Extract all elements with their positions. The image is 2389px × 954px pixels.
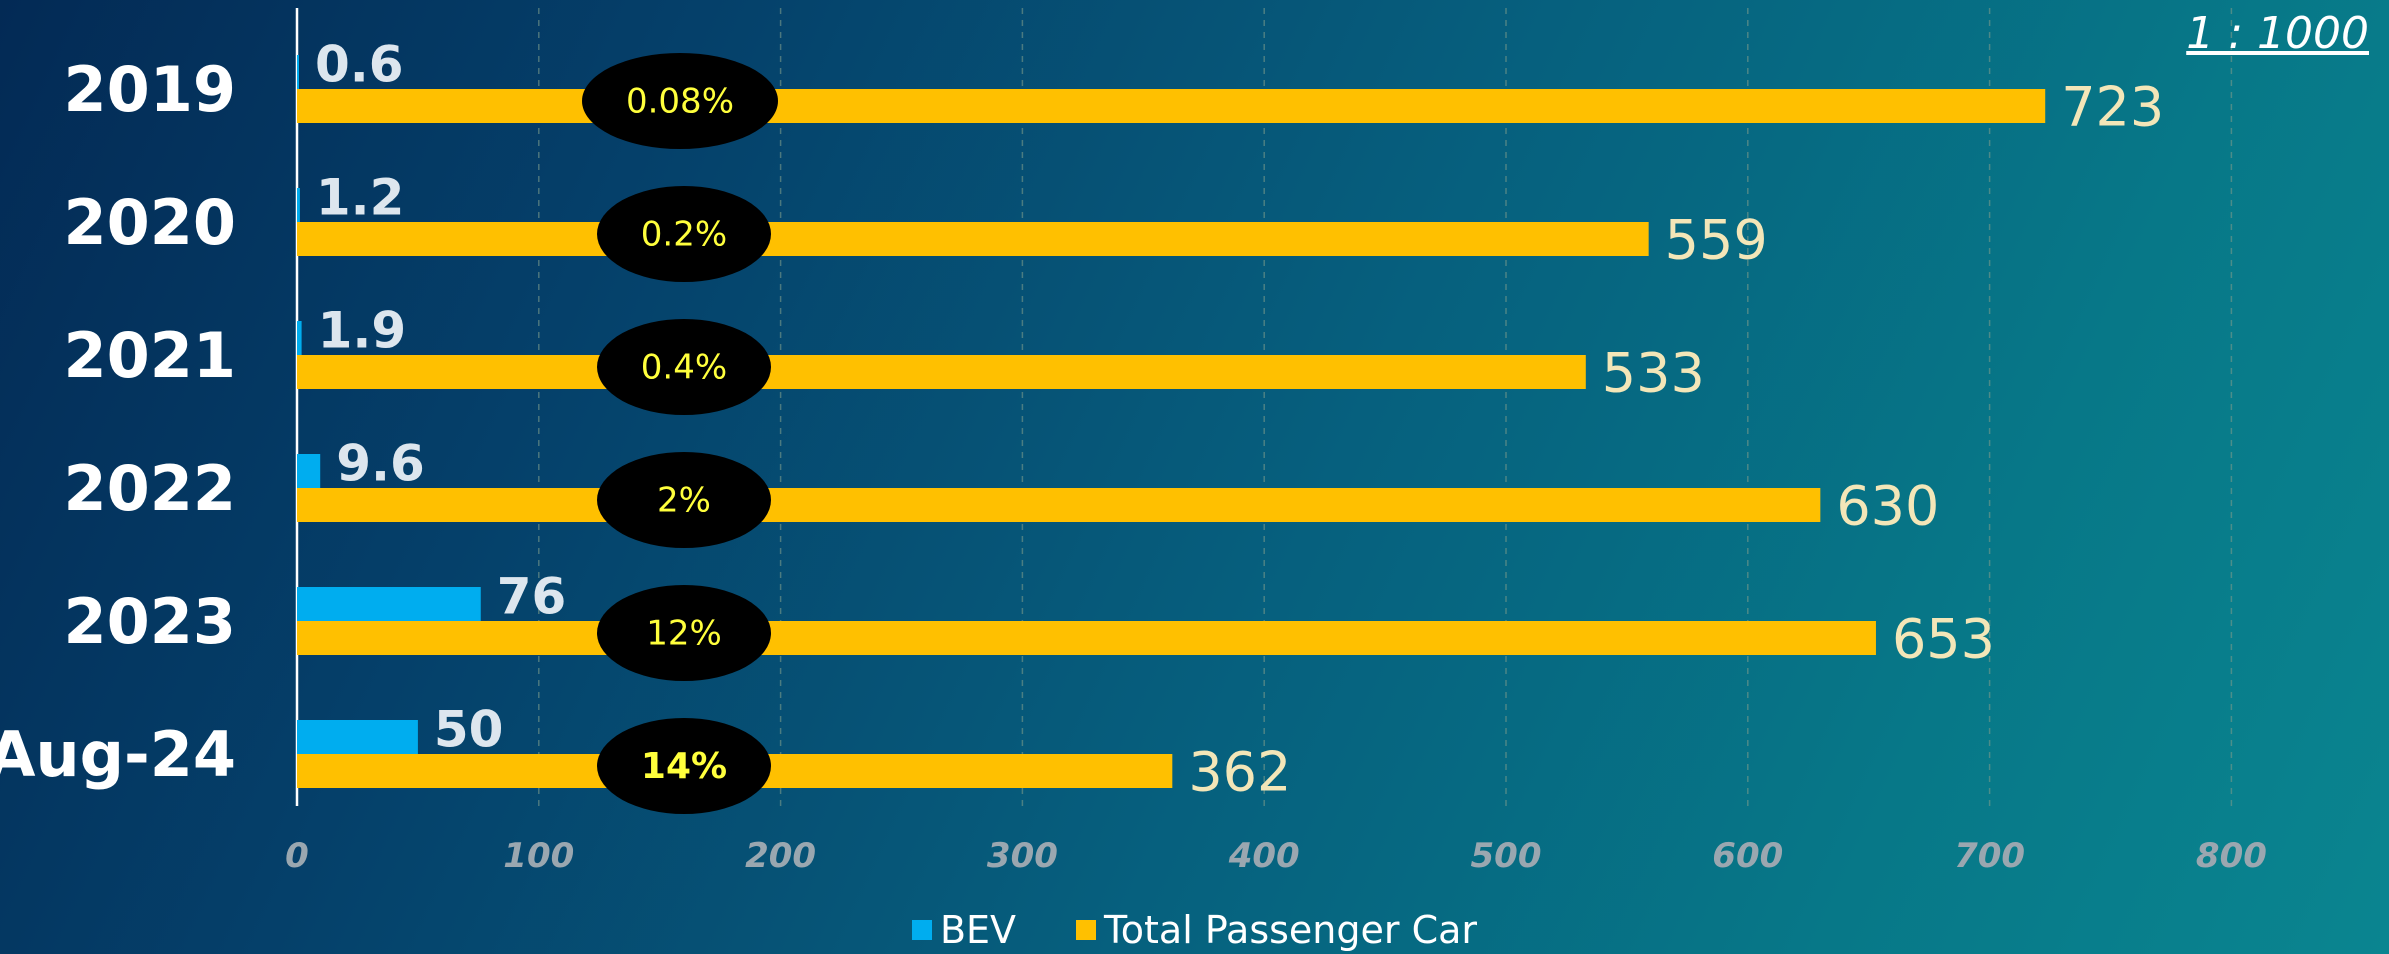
total-value-label: 362 xyxy=(1188,741,1291,804)
bev-bar xyxy=(297,720,418,754)
bev-value-label: 0.6 xyxy=(315,36,404,94)
pct-annotation: 2% xyxy=(657,481,711,521)
total-value-label: 630 xyxy=(1836,475,1939,538)
x-tick-label: 500 xyxy=(1471,836,1542,876)
x-tick-label: 300 xyxy=(987,836,1058,876)
pct-bubble xyxy=(597,186,771,282)
total-value-label: 559 xyxy=(1665,209,1768,272)
scale-note: 1 : 1000 xyxy=(2186,8,2369,59)
labels: 0 100 200 300 400 500 600 700 800 2019 723 0.6 0.08%… xyxy=(0,36,2267,877)
category-label: 2022 xyxy=(63,452,236,525)
total-bar xyxy=(297,488,1821,522)
pct-bubble xyxy=(597,585,771,681)
category-label: 2023 xyxy=(63,585,236,658)
pct-annotation: 14% xyxy=(641,746,727,787)
legend-label-total: Total Passenger Car xyxy=(1104,908,1478,952)
total-value-label: 533 xyxy=(1602,342,1705,405)
x-tick-label: 0 xyxy=(285,836,309,876)
bev-value-label: 50 xyxy=(434,701,504,759)
legend-label-bev: BEV xyxy=(939,908,1017,952)
bars xyxy=(297,53,2046,814)
legend: BEV Total Passenger Car xyxy=(0,908,2389,952)
total-bar xyxy=(297,89,2046,123)
total-value-label: 653 xyxy=(1892,608,1995,671)
pct-bubble xyxy=(582,53,778,149)
x-tick-label: 100 xyxy=(503,836,574,876)
x-tick-label: 800 xyxy=(2196,836,2267,876)
bev-bar xyxy=(297,587,481,621)
x-tick-label: 600 xyxy=(1712,836,1783,876)
pct-bubble xyxy=(597,718,771,814)
legend-item-bev: BEV xyxy=(911,908,1017,952)
category-label: 2019 xyxy=(63,53,236,126)
gridlines xyxy=(295,8,2233,806)
pct-bubble xyxy=(597,319,771,415)
legend-swatch-bev xyxy=(911,920,932,940)
pct-annotation: 0.08% xyxy=(626,82,734,122)
total-value-label: 723 xyxy=(2061,76,2164,139)
x-tick-label: 400 xyxy=(1228,836,1300,876)
bev-bar xyxy=(297,188,300,222)
bev-value-label: 1.2 xyxy=(316,169,405,227)
pct-bubble xyxy=(597,452,771,548)
bev-value-label: 9.6 xyxy=(336,435,425,493)
pct-annotation: 0.4% xyxy=(641,348,727,388)
x-tick-label: 700 xyxy=(1954,836,2025,876)
pct-annotation: 12% xyxy=(646,614,722,654)
category-label: Aug-24 xyxy=(0,718,236,791)
category-label: 2020 xyxy=(63,186,236,259)
bev-bar xyxy=(297,55,299,89)
legend-swatch-total xyxy=(1076,920,1097,940)
total-bar xyxy=(297,355,1586,389)
bev-bar xyxy=(297,321,302,355)
bev-value-label: 76 xyxy=(497,568,567,626)
total-bar xyxy=(297,222,1649,256)
total-bar xyxy=(297,621,1876,655)
legend-item-total: Total Passenger Car xyxy=(1076,908,1477,952)
category-label: 2021 xyxy=(63,319,236,392)
bev-value-label: 1.9 xyxy=(318,302,407,360)
x-tick-label: 200 xyxy=(745,836,816,876)
bev-bar xyxy=(297,454,321,488)
pct-annotation: 0.2% xyxy=(641,215,727,255)
